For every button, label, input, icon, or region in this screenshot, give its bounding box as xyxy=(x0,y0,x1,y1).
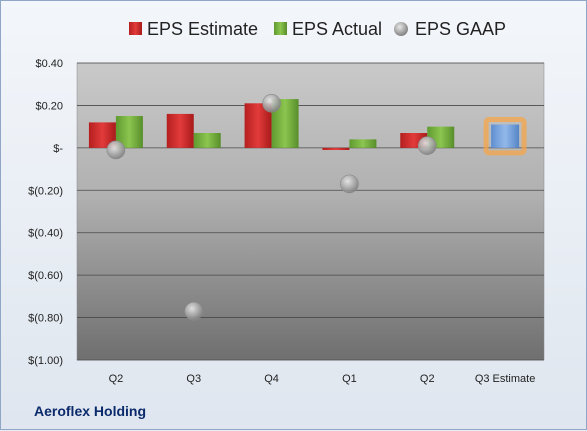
gaap-point xyxy=(417,136,437,156)
x-tick-label: Q3 Estimate xyxy=(475,373,536,385)
estimate-bar xyxy=(322,147,350,150)
legend-label-gaap: EPS GAAP xyxy=(415,19,506,39)
grid-lines xyxy=(77,62,544,361)
y-tick-label: $- xyxy=(53,143,63,155)
y-tick-label: $(0.80) xyxy=(28,313,63,325)
x-axis: Q2 Q3 Q4 Q1 Q2 Q3 Estimate xyxy=(109,373,536,385)
estimate-bar xyxy=(166,113,194,148)
x-tick-label: Q1 xyxy=(342,373,357,385)
gaap-point xyxy=(262,94,281,113)
y-tick-label: $0.20 xyxy=(35,100,63,112)
x-tick-label: Q2 xyxy=(420,373,435,385)
y-tick-label: $(0.20) xyxy=(28,185,63,197)
q3-estimate-glow xyxy=(483,117,527,156)
gaap-points xyxy=(106,94,437,321)
x-tick-label: Q4 xyxy=(264,373,279,385)
plot-area xyxy=(76,62,545,361)
gaap-point xyxy=(184,301,204,321)
gaap-point xyxy=(340,174,359,194)
y-tick-label: $(0.40) xyxy=(28,228,63,240)
gaap-point xyxy=(106,140,126,160)
y-tick-label: $(1.00) xyxy=(28,355,63,367)
legend-swatch-estimate xyxy=(129,22,142,35)
x-tick-label: Q2 xyxy=(109,373,124,385)
y-tick-label: $0.40 xyxy=(35,58,63,70)
legend-label-actual: EPS Actual xyxy=(292,19,382,39)
legend-swatch-gaap xyxy=(394,22,408,36)
actual-bar xyxy=(193,133,221,148)
x-tick-label: Q3 xyxy=(186,373,201,385)
q3-estimate-bar xyxy=(491,124,520,148)
legend-swatch-actual xyxy=(274,22,287,35)
y-axis: $0.40 $0.20 $- $(0.20) $(0.40) $(0.60) $(0.80)… xyxy=(28,58,63,367)
company-name: Aeroflex Holding xyxy=(34,403,147,419)
legend: EPS Estimate EPS Actual EPS GAAP xyxy=(129,19,506,39)
legend-label-estimate: EPS Estimate xyxy=(147,19,258,39)
actual-bar xyxy=(349,139,377,148)
y-tick-label: $(0.60) xyxy=(28,270,63,282)
